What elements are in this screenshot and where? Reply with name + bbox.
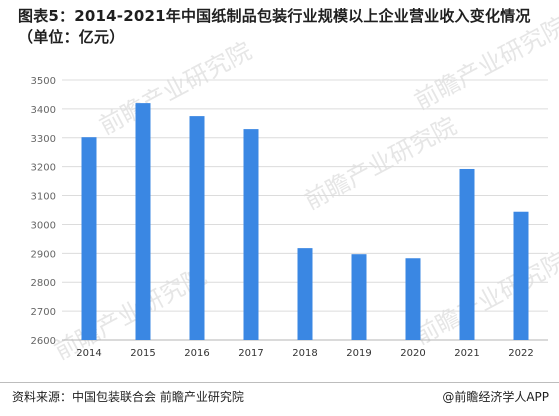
bar-chart: 前瞻产业研究院 前瞻产业研究院 前瞻产业研究院 前瞻产业研究院 前瞻产业研究院 … <box>31 12 559 366</box>
x-tick-label: 2021 <box>454 348 479 359</box>
watermark-text: 前瞻产业研究院 <box>410 12 559 116</box>
x-axis: 2014 2015 2016 2017 2018 2019 2020 2021 2022 <box>76 348 533 359</box>
bar-2018 <box>297 248 313 340</box>
y-tick-label: 2900 <box>31 249 56 260</box>
watermark-text: 前瞻产业研究院 <box>410 247 559 351</box>
x-tick-label: 2020 <box>400 348 425 359</box>
footer: 资料来源：中国包装联合会 前瞻产业研究院 @前瞻经济学人APP <box>0 382 559 416</box>
y-tick-label: 3000 <box>31 220 56 231</box>
y-tick-label: 3100 <box>31 192 56 203</box>
x-tick-label: 2017 <box>238 348 263 359</box>
watermark-text: 前瞻产业研究院 <box>300 112 461 216</box>
y-tick-label: 3400 <box>31 105 56 116</box>
x-tick-label: 2019 <box>346 348 371 359</box>
y-tick-label: 3200 <box>31 163 56 174</box>
bar-2015 <box>135 103 151 340</box>
source-text: 资料来源：中国包装联合会 前瞻产业研究院 <box>12 390 244 404</box>
bar-2021 <box>459 168 475 340</box>
chart-title: 图表5：2014-2021年中国纸制品包装行业规模以上企业营业收入变化情况（单位… <box>18 7 531 46</box>
bar-2014 <box>81 137 97 340</box>
y-axis: 2600 2700 2800 2900 3000 3100 3200 3300 3400 3500 <box>31 76 56 347</box>
bar-2016 <box>189 116 205 340</box>
x-tick-label: 2015 <box>130 348 155 359</box>
x-tick-label: 2022 <box>508 348 533 359</box>
y-tick-label: 3500 <box>31 76 56 87</box>
bar-2017 <box>243 129 259 340</box>
bar-2019 <box>351 254 367 340</box>
x-tick-label: 2016 <box>184 348 209 359</box>
bars <box>81 103 529 340</box>
y-tick-label: 2700 <box>31 307 56 318</box>
y-tick-label: 3300 <box>31 134 56 145</box>
x-tick-label: 2014 <box>76 348 101 359</box>
watermark-text: 前瞻产业研究院 <box>95 37 256 141</box>
y-tick-label: 2800 <box>31 278 56 289</box>
bar-2022 <box>513 211 529 340</box>
y-tick-label: 2600 <box>31 336 56 347</box>
bar-2020 <box>405 258 421 340</box>
brand-text: @前瞻经济学人APP <box>442 390 549 404</box>
x-tick-label: 2018 <box>292 348 317 359</box>
